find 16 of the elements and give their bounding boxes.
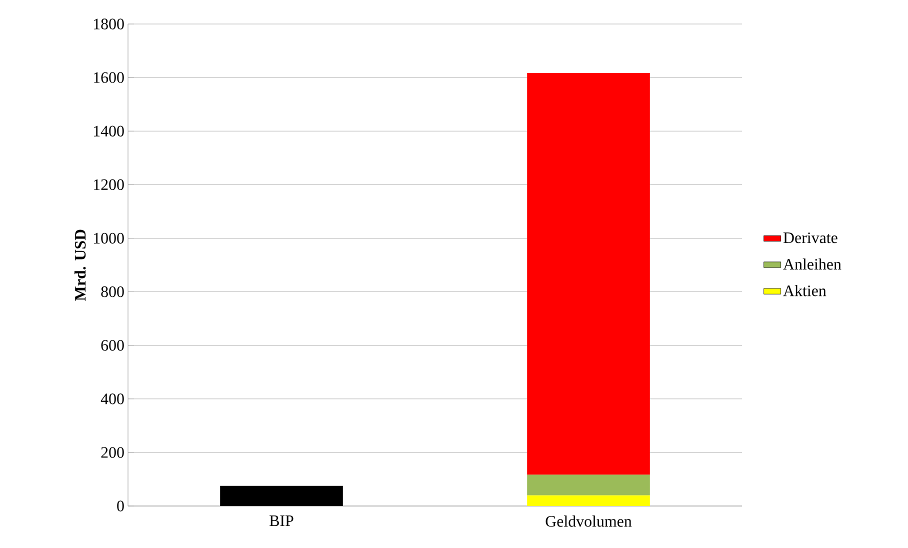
legend-label: Derivate <box>783 232 838 244</box>
y-tick-label: 1200 <box>94 179 124 190</box>
y-tick-label: 0 <box>117 500 124 512</box>
y-tick-label: 800 <box>101 286 124 298</box>
y-axis-title: Mrd. USD <box>74 230 86 301</box>
y-tick-label: 1600 <box>94 72 124 83</box>
legend-label: Aktien <box>783 285 826 296</box>
x-tick-label: Geldvolumen <box>546 516 632 527</box>
y-tick-label: 1400 <box>94 126 124 136</box>
x-tick-label: BIP <box>270 516 294 526</box>
legend-label: Anleihen <box>783 258 842 270</box>
y-tick-label: 1800 <box>94 18 124 30</box>
y-tick-label: 600 <box>101 340 124 351</box>
y-tick-label: 400 <box>100 394 124 404</box>
y-tick-label: 200 <box>101 447 124 458</box>
y-tick-label: 1000 <box>94 232 124 244</box>
